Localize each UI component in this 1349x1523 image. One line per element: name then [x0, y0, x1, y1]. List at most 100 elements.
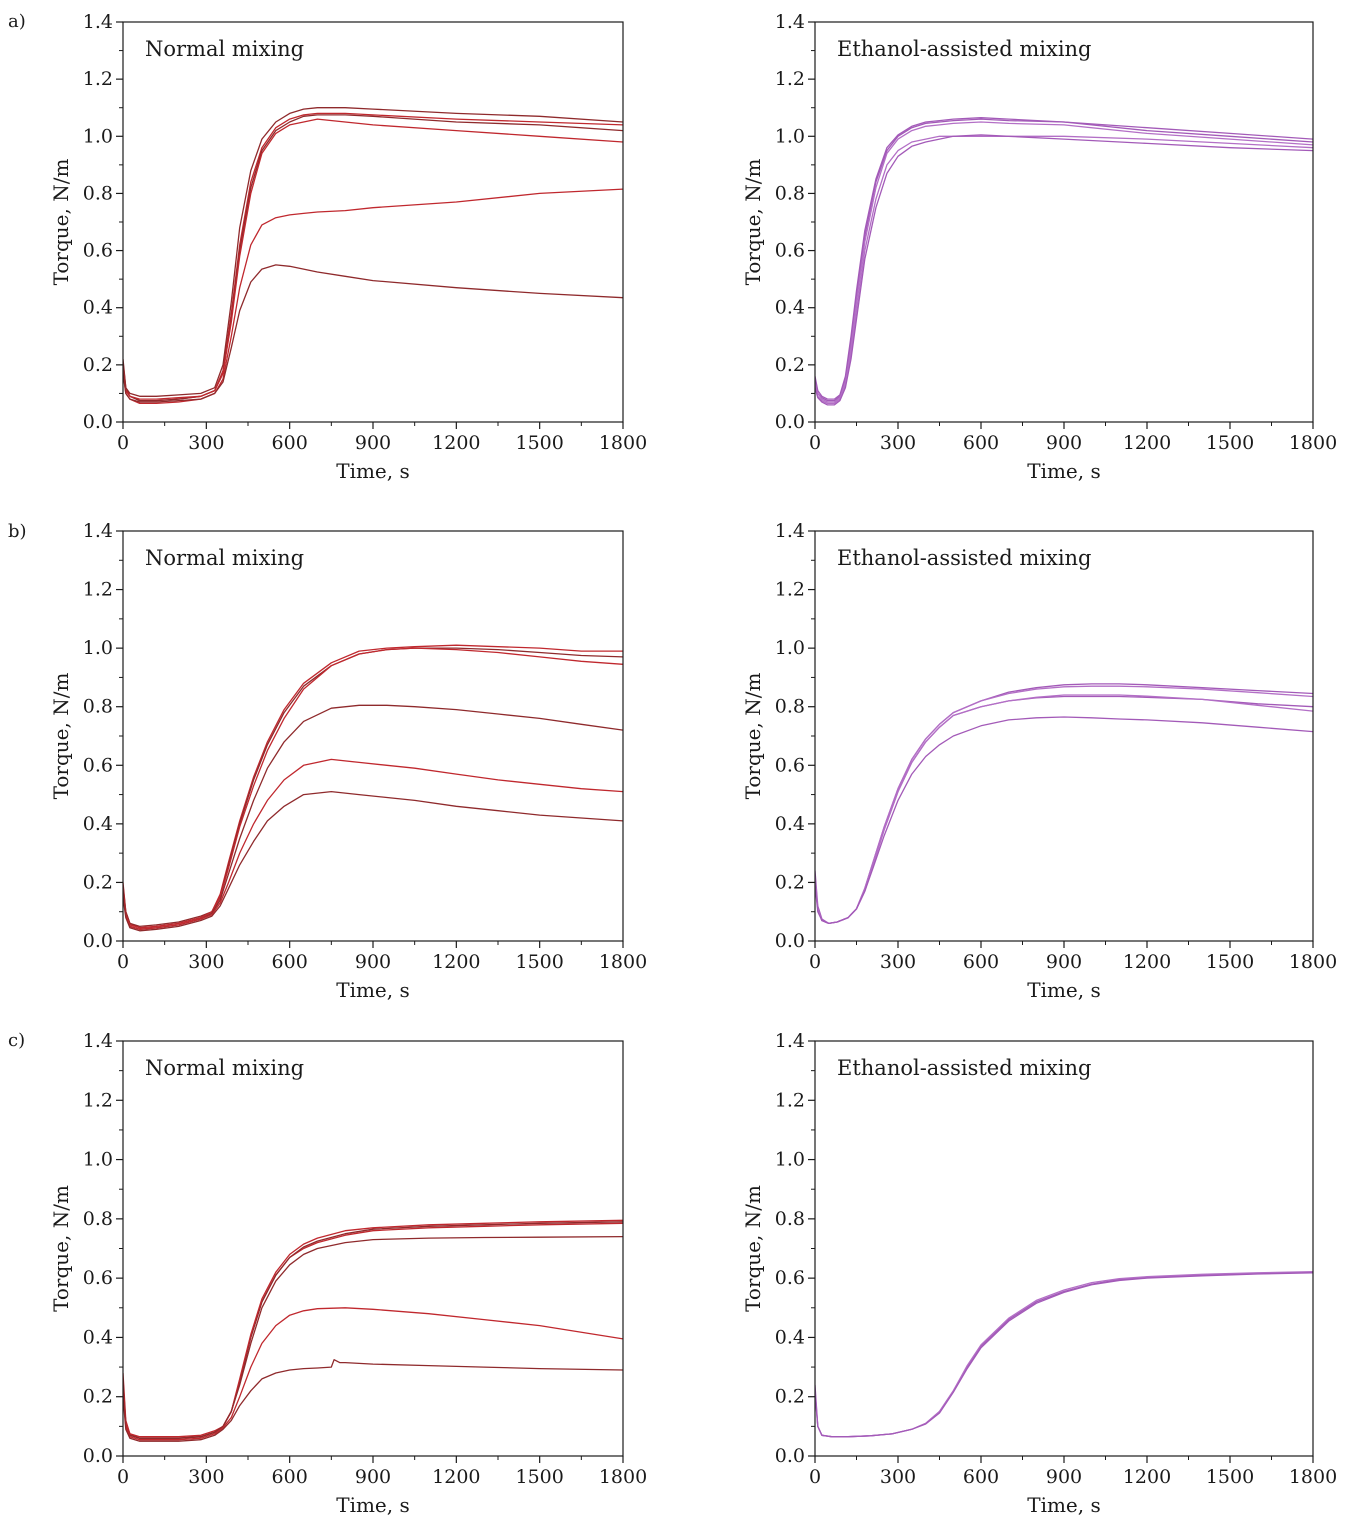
y-tick-label: 0.0 — [83, 930, 113, 952]
y-tick-label: 1.4 — [83, 520, 113, 542]
y-tick-label: 0.8 — [775, 182, 805, 204]
y-tick-label: 0.6 — [775, 1267, 805, 1289]
y-axis-label: Torque, N/m — [741, 673, 765, 800]
y-axis-label: Torque, N/m — [49, 159, 73, 286]
y-axis-label: Torque, N/m — [741, 1185, 765, 1312]
y-tick-label: 1.0 — [775, 637, 805, 659]
series-line-4 — [123, 188, 623, 405]
x-tick-label: 300 — [188, 951, 224, 973]
y-tick-label: 0.2 — [775, 354, 805, 376]
series-line-2 — [815, 1272, 1313, 1438]
series-line-1 — [815, 121, 1313, 403]
series-line-1 — [123, 114, 623, 402]
y-tick-label: 1.0 — [775, 1149, 805, 1171]
y-tick-label: 0.0 — [775, 1445, 805, 1467]
x-tick-label: 1500 — [515, 1466, 563, 1488]
series-line-5 — [123, 264, 623, 403]
x-tick-label: 900 — [355, 951, 391, 973]
series-line-5 — [123, 1359, 623, 1442]
x-tick-label: 1200 — [1123, 951, 1171, 973]
y-tick-label: 1.4 — [775, 11, 805, 33]
y-tick-label: 1.2 — [775, 579, 805, 601]
x-axis-label: Time, s — [1027, 459, 1101, 483]
series-line-1 — [815, 685, 1313, 925]
x-tick-label: 1800 — [1289, 951, 1337, 973]
series-line-4 — [123, 758, 623, 930]
y-tick-label: 0.0 — [83, 411, 113, 433]
x-tick-label: 300 — [880, 951, 916, 973]
chart-0: 0 300 600 900 1200 1500 1800 0.0 0.2 0.4 0.6 0.8 1.0… — [49, 11, 647, 483]
x-tick-label: 900 — [355, 1466, 391, 1488]
series-line-4 — [123, 1307, 623, 1441]
x-tick-label: 0 — [809, 951, 821, 973]
y-tick-label: 0.4 — [83, 297, 113, 319]
x-tick-label: 600 — [963, 1466, 999, 1488]
y-tick-label: 0.6 — [775, 754, 805, 776]
series-line-1 — [123, 647, 623, 928]
y-tick-label: 0.2 — [775, 871, 805, 893]
chart-annotation: Ethanol-assisted mixing — [837, 1056, 1092, 1080]
x-axis-label: Time, s — [1027, 1493, 1101, 1517]
chart-2: 0 300 600 900 1200 1500 1800 0.0 0.2 0.4 0.6 0.8 1.0… — [49, 520, 647, 1002]
plot-frame — [122, 21, 624, 423]
x-tick-label: 1800 — [599, 951, 647, 973]
plot-frame — [122, 530, 624, 942]
x-axis-label: Time, s — [336, 978, 410, 1002]
y-tick-label: 1.0 — [83, 125, 113, 147]
series-line-2 — [123, 647, 623, 929]
y-tick-label: 0.8 — [775, 1208, 805, 1230]
y-tick-label: 0.0 — [775, 930, 805, 952]
series-line-1 — [123, 1221, 623, 1439]
y-axis-label: Torque, N/m — [741, 159, 765, 286]
x-tick-label: 1800 — [1289, 1466, 1337, 1488]
x-tick-label: 1500 — [515, 951, 563, 973]
y-tick-label: 0.4 — [83, 1326, 113, 1348]
y-tick-label: 0.2 — [83, 1386, 113, 1408]
series-line-3 — [815, 694, 1313, 925]
x-tick-label: 1500 — [1206, 1466, 1254, 1488]
y-tick-label: 0.6 — [83, 754, 113, 776]
series-line-4 — [815, 716, 1313, 925]
y-tick-label: 1.2 — [775, 68, 805, 90]
y-tick-label: 1.2 — [83, 579, 113, 601]
chart-annotation: Ethanol-assisted mixing — [837, 546, 1092, 570]
series-group — [815, 683, 1313, 925]
y-tick-label: 0.6 — [83, 240, 113, 262]
chart-3: 0 300 600 900 1200 1500 1800 0.0 0.2 0.4 0.6 0.8 1.0… — [741, 520, 1337, 1002]
x-tick-label: 1200 — [1123, 1466, 1171, 1488]
x-tick-label: 1800 — [1289, 432, 1337, 454]
y-tick-label: 0.4 — [83, 813, 113, 835]
y-tick-label: 1.0 — [775, 125, 805, 147]
series-line-3 — [123, 704, 623, 930]
y-tick-label: 1.4 — [83, 1030, 113, 1052]
x-tick-label: 300 — [188, 1466, 224, 1488]
chart-annotation: Ethanol-assisted mixing — [837, 37, 1092, 61]
y-tick-label: 1.4 — [775, 520, 805, 542]
y-tick-label: 0.8 — [83, 182, 113, 204]
x-tick-label: 600 — [272, 951, 308, 973]
series-line-3 — [123, 107, 623, 397]
series-group — [123, 644, 623, 932]
x-tick-label: 1500 — [515, 432, 563, 454]
x-tick-label: 600 — [272, 1466, 308, 1488]
x-tick-label: 0 — [117, 951, 129, 973]
y-tick-label: 1.0 — [83, 1149, 113, 1171]
series-group — [815, 117, 1313, 406]
y-tick-label: 0.6 — [775, 240, 805, 262]
chart-4: 0 300 600 900 1200 1500 1800 0.0 0.2 0.4 0.6 0.8 1.0… — [49, 1030, 647, 1517]
y-tick-label: 0.8 — [83, 696, 113, 718]
y-tick-label: 1.0 — [83, 637, 113, 659]
x-tick-label: 1200 — [1123, 432, 1171, 454]
series-line-1 — [815, 1270, 1313, 1438]
x-tick-label: 1800 — [599, 432, 647, 454]
x-tick-label: 1200 — [432, 951, 480, 973]
x-tick-label: 300 — [880, 432, 916, 454]
y-tick-label: 1.4 — [83, 11, 113, 33]
y-axis-label: Torque, N/m — [49, 1185, 73, 1312]
series-line-2 — [815, 117, 1313, 400]
y-axis-label: Torque, N/m — [49, 673, 73, 800]
series-line-3 — [123, 1235, 623, 1439]
y-tick-label: 1.2 — [83, 68, 113, 90]
series-line-2 — [123, 118, 623, 400]
